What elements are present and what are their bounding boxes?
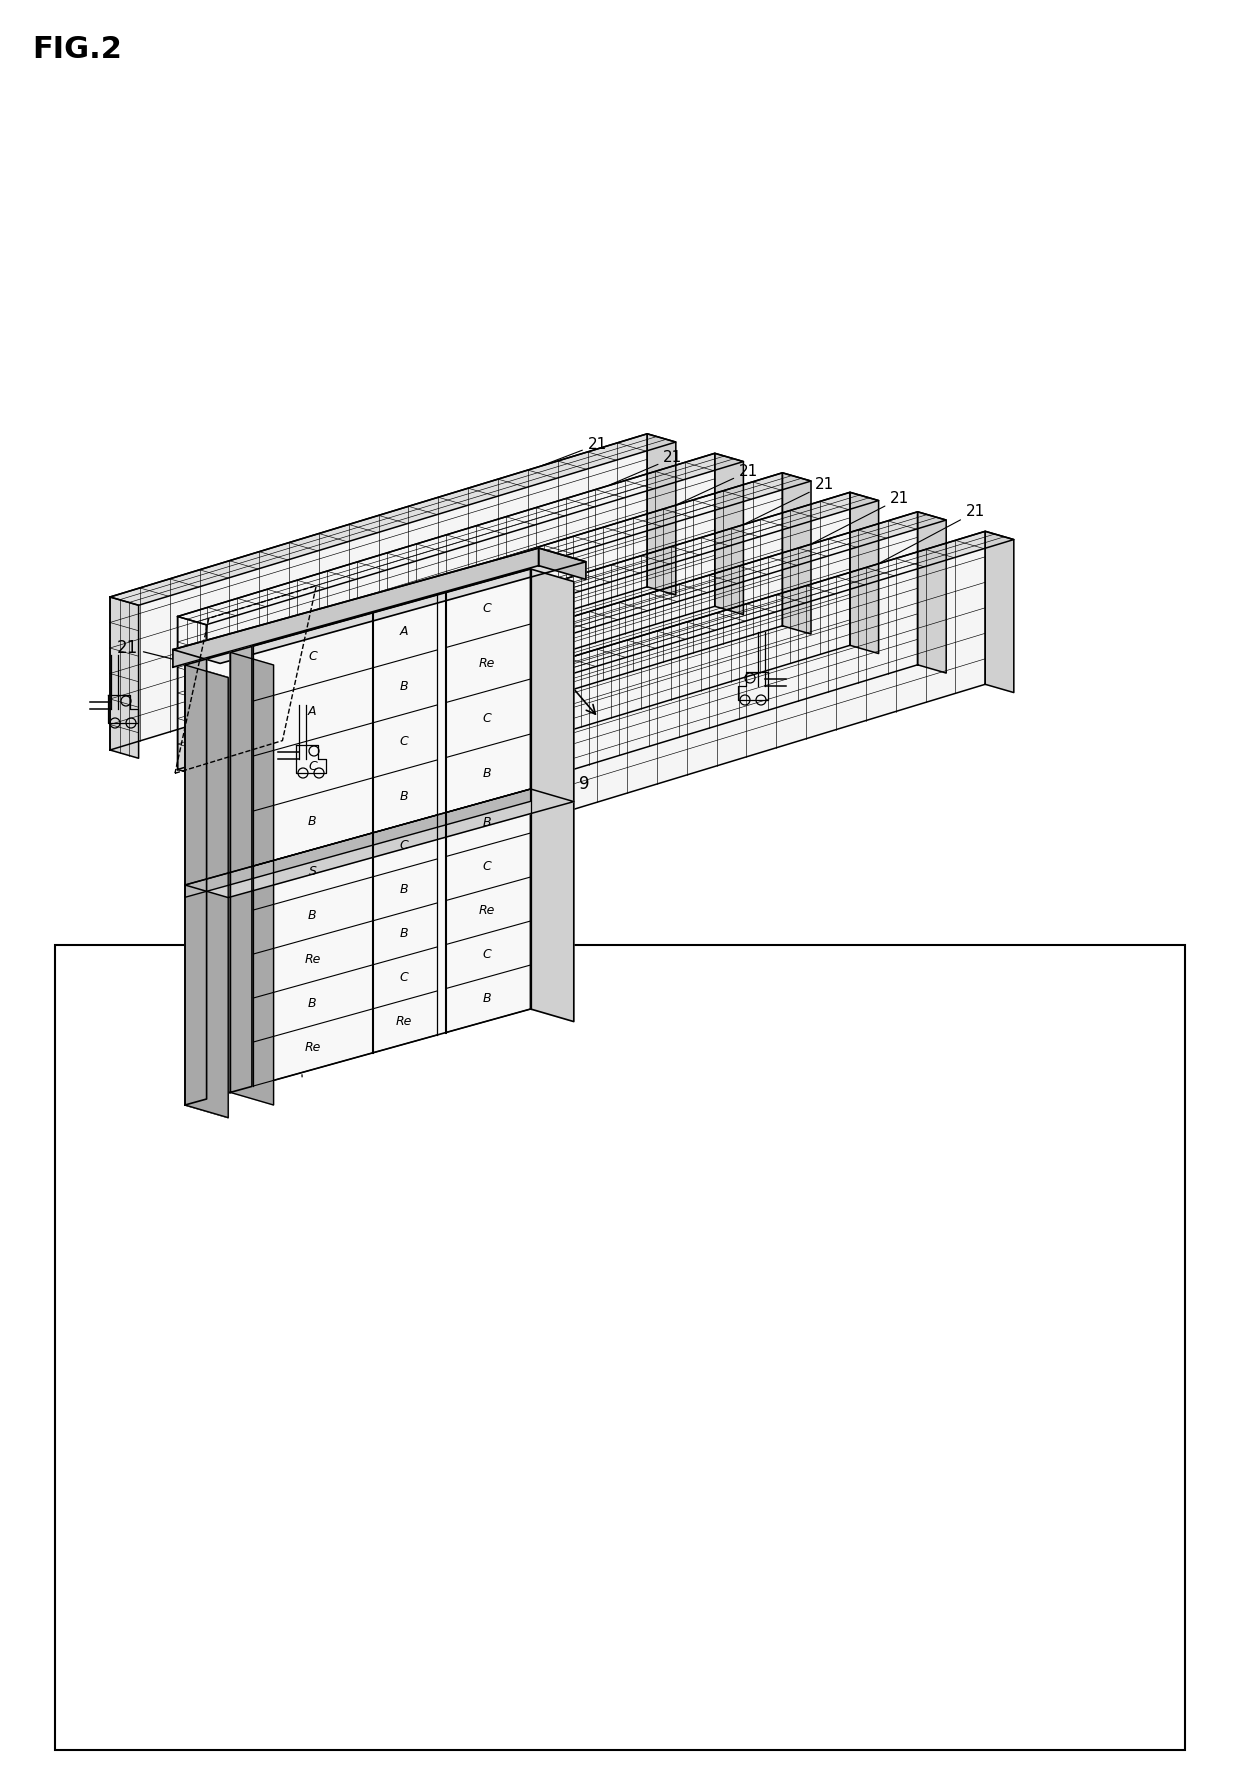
Polygon shape — [381, 675, 409, 837]
Polygon shape — [538, 547, 585, 579]
Text: 9: 9 — [537, 775, 590, 793]
Text: C: C — [482, 713, 491, 725]
Text: Re: Re — [396, 1015, 413, 1029]
Polygon shape — [110, 434, 676, 606]
Polygon shape — [177, 453, 714, 769]
Text: 21: 21 — [117, 638, 205, 666]
Polygon shape — [246, 636, 274, 798]
Polygon shape — [110, 597, 139, 759]
Text: C: C — [401, 736, 409, 748]
Text: 21: 21 — [745, 478, 833, 524]
Polygon shape — [110, 434, 647, 750]
Text: C: C — [401, 839, 409, 853]
Text: A: A — [401, 626, 408, 638]
Polygon shape — [231, 647, 252, 1093]
Bar — [55, 945, 1185, 1750]
Text: Re: Re — [479, 904, 496, 917]
Polygon shape — [986, 531, 1014, 693]
Polygon shape — [185, 789, 531, 897]
Text: B: B — [401, 681, 409, 693]
Polygon shape — [448, 695, 476, 857]
Text: B: B — [482, 992, 491, 1006]
Text: 21: 21 — [610, 450, 682, 485]
Text: Re: Re — [479, 657, 496, 670]
Polygon shape — [918, 512, 946, 673]
Polygon shape — [381, 512, 946, 682]
Text: 2: 2 — [501, 602, 595, 714]
Text: C: C — [308, 650, 316, 663]
Polygon shape — [448, 531, 1014, 702]
Polygon shape — [185, 665, 228, 1118]
Polygon shape — [246, 473, 811, 645]
Polygon shape — [849, 492, 879, 654]
Text: B: B — [308, 908, 316, 922]
Polygon shape — [185, 789, 574, 897]
Text: B: B — [401, 928, 409, 940]
Polygon shape — [185, 569, 531, 1105]
Text: C: C — [308, 761, 316, 773]
Text: B: B — [401, 883, 409, 896]
Polygon shape — [246, 473, 782, 789]
Polygon shape — [531, 569, 574, 1022]
Polygon shape — [312, 492, 849, 809]
Polygon shape — [647, 434, 676, 595]
Text: B: B — [308, 997, 316, 1009]
Text: C: C — [482, 602, 491, 615]
Text: B: B — [482, 766, 491, 780]
Polygon shape — [714, 453, 744, 615]
Polygon shape — [782, 473, 811, 634]
Text: Re: Re — [304, 952, 321, 967]
Polygon shape — [448, 531, 986, 848]
Text: C: C — [482, 949, 491, 961]
Polygon shape — [185, 665, 228, 1118]
Text: A: A — [308, 705, 316, 718]
Text: B: B — [482, 816, 491, 830]
Text: C: C — [482, 860, 491, 873]
Text: 21: 21 — [812, 490, 909, 544]
Text: 21: 21 — [677, 464, 758, 505]
Text: C: C — [401, 972, 409, 984]
Polygon shape — [172, 547, 585, 663]
Polygon shape — [177, 453, 744, 626]
Text: B: B — [308, 816, 316, 828]
Polygon shape — [312, 492, 879, 665]
Polygon shape — [185, 659, 207, 1105]
Polygon shape — [381, 512, 918, 828]
Text: 21: 21 — [542, 437, 608, 466]
Polygon shape — [231, 652, 274, 1105]
Text: 21: 21 — [880, 505, 985, 563]
Text: S: S — [309, 865, 316, 878]
Text: B: B — [401, 789, 409, 803]
Polygon shape — [172, 547, 538, 666]
Text: FIG.2: FIG.2 — [32, 36, 122, 64]
Polygon shape — [177, 617, 206, 778]
Polygon shape — [312, 656, 341, 817]
Text: Re: Re — [304, 1041, 321, 1054]
